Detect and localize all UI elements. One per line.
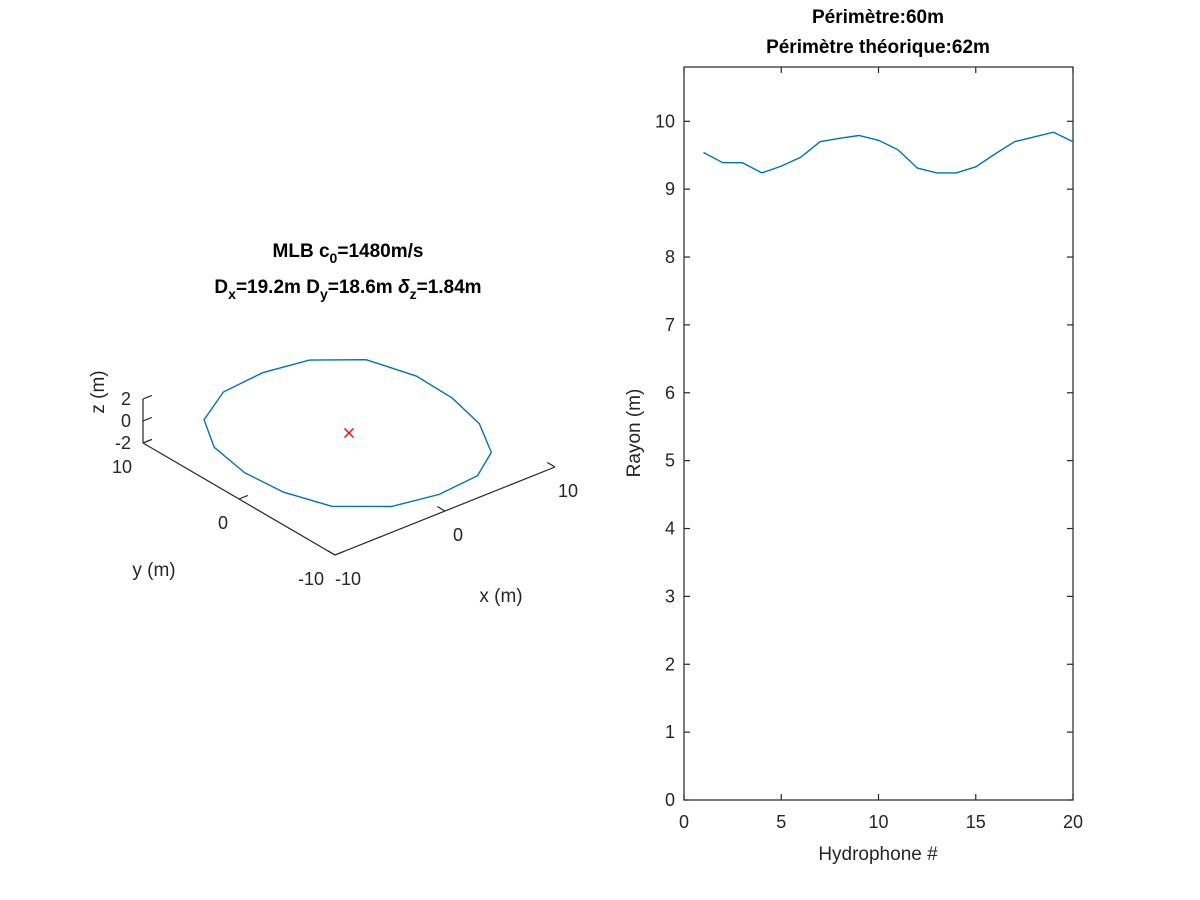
y-tick-label: 2 bbox=[665, 654, 675, 674]
y-tick-label: 6 bbox=[665, 383, 675, 403]
radius-series-line bbox=[703, 131, 1074, 174]
x-tick-label: -10 bbox=[335, 569, 361, 589]
right-title-line2: Périmètre théorique:62m bbox=[766, 37, 990, 58]
z-tick-label: 0 bbox=[121, 411, 131, 431]
x-tick-label: 0 bbox=[453, 525, 463, 545]
left-x-axis-label: x (m) bbox=[479, 586, 522, 607]
left-title-line1: MLB c0=1480m/s bbox=[273, 241, 424, 266]
right-y-axis-label: Rayon (m) bbox=[624, 389, 645, 478]
z-tick bbox=[142, 438, 153, 444]
x-tick bbox=[437, 506, 446, 512]
y-tick bbox=[334, 550, 345, 556]
right-series bbox=[703, 131, 1074, 174]
right-line-chart: Périmètre:60m Périmètre théorique:62m 0 5… bbox=[624, 7, 1083, 865]
z-tick bbox=[142, 394, 153, 400]
y-tick bbox=[238, 494, 249, 500]
x-tick-label: 5 bbox=[776, 812, 786, 832]
right-title-line1: Périmètre:60m bbox=[812, 7, 944, 28]
y-tick-label: 10 bbox=[112, 457, 132, 477]
z-tick bbox=[142, 416, 153, 422]
x-tick-label: 0 bbox=[679, 812, 689, 832]
y-tick-label: 8 bbox=[665, 247, 675, 267]
x-tick-label: 10 bbox=[558, 481, 578, 501]
right-x-axis-label: Hydrophone # bbox=[818, 844, 938, 865]
left-title-line2: Dx=19.2m Dy=18.6m δz=1.84m bbox=[214, 277, 481, 302]
y-tick-label: 0 bbox=[218, 513, 228, 533]
y-tick-label: 3 bbox=[665, 586, 675, 606]
y-tick-label: 1 bbox=[665, 722, 675, 742]
left-z-axis-label: z (m) bbox=[88, 370, 109, 413]
y-tick-label: 10 bbox=[655, 111, 675, 131]
x-tick bbox=[327, 550, 336, 556]
z-tick-label: -2 bbox=[115, 433, 131, 453]
y-tick-label: 9 bbox=[665, 179, 675, 199]
right-plot-area bbox=[683, 66, 1074, 801]
left-3d-chart: MLB c0=1480m/s Dx=19.2m Dy=18.6m δz=1.84… bbox=[88, 241, 578, 607]
center-marker bbox=[344, 428, 354, 438]
y-tick-label: 4 bbox=[665, 519, 675, 539]
y-tick-label: 5 bbox=[665, 451, 675, 471]
right-axis-ticks: 0 5 10 15 20 0 1 2 3 4 5 6 7 8 9 10 bbox=[655, 67, 1083, 832]
x-tick bbox=[547, 462, 556, 468]
left-3d-series bbox=[203, 358, 493, 508]
x-tick-label: 15 bbox=[966, 812, 986, 832]
z-tick-label: 2 bbox=[121, 389, 131, 409]
left-y-axis-label: y (m) bbox=[132, 560, 175, 581]
y-tick-label: 0 bbox=[665, 790, 675, 810]
x-tick-label: 20 bbox=[1063, 812, 1083, 832]
y-tick-label: -10 bbox=[298, 569, 324, 589]
x-tick-label: 10 bbox=[868, 812, 888, 832]
hydrophone-ring-line bbox=[203, 358, 493, 508]
y-tick-label: 7 bbox=[665, 315, 675, 335]
